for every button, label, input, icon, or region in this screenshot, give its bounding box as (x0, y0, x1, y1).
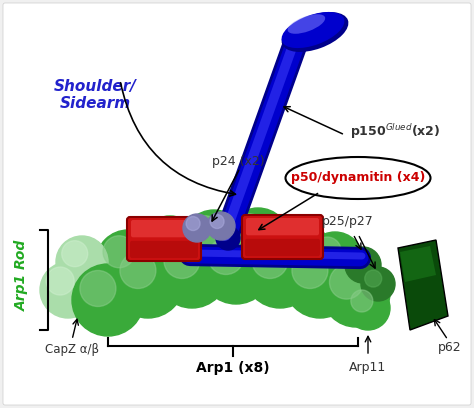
Ellipse shape (282, 12, 345, 48)
Circle shape (365, 270, 382, 287)
FancyBboxPatch shape (130, 241, 198, 258)
Text: p50/dynamitin (x4): p50/dynamitin (x4) (291, 171, 425, 184)
Circle shape (156, 236, 228, 308)
Circle shape (216, 226, 240, 250)
Circle shape (219, 228, 231, 240)
Circle shape (183, 214, 211, 242)
Text: Arp11: Arp11 (349, 361, 387, 375)
Circle shape (313, 237, 341, 265)
Circle shape (207, 212, 235, 240)
Circle shape (189, 216, 221, 248)
Circle shape (182, 210, 246, 274)
Text: p62: p62 (438, 341, 462, 355)
Circle shape (103, 236, 135, 268)
Circle shape (96, 230, 160, 294)
Text: Shoulder/
Sidearm: Shoulder/ Sidearm (54, 79, 137, 111)
Circle shape (138, 216, 202, 280)
Text: p150$^{Glued}$(x2): p150$^{Glued}$(x2) (350, 122, 440, 142)
Circle shape (268, 218, 328, 278)
Circle shape (361, 267, 395, 301)
FancyBboxPatch shape (242, 215, 323, 259)
Circle shape (274, 224, 305, 253)
FancyBboxPatch shape (245, 239, 320, 256)
Circle shape (210, 215, 224, 228)
Circle shape (80, 271, 116, 306)
Circle shape (72, 264, 144, 336)
Polygon shape (400, 246, 436, 282)
Circle shape (186, 217, 200, 231)
Circle shape (322, 259, 390, 327)
Circle shape (346, 286, 390, 330)
Text: Arp1 Rod: Arp1 Rod (15, 239, 29, 310)
Circle shape (56, 236, 108, 288)
Text: Arp1 (x8): Arp1 (x8) (196, 361, 270, 375)
Circle shape (349, 250, 367, 268)
Circle shape (345, 247, 381, 283)
Text: p25/p27: p25/p27 (322, 215, 374, 228)
Circle shape (351, 290, 373, 312)
Text: p24 (x2): p24 (x2) (212, 155, 264, 169)
Ellipse shape (288, 14, 325, 34)
Circle shape (307, 232, 363, 288)
Circle shape (292, 253, 328, 288)
Circle shape (40, 262, 96, 318)
Circle shape (120, 253, 156, 288)
Circle shape (164, 242, 200, 279)
Circle shape (252, 242, 288, 279)
FancyBboxPatch shape (127, 217, 201, 261)
Circle shape (284, 246, 356, 318)
Ellipse shape (285, 157, 430, 199)
Ellipse shape (282, 12, 348, 52)
Circle shape (233, 214, 265, 246)
Ellipse shape (288, 14, 328, 36)
Circle shape (208, 239, 244, 275)
FancyBboxPatch shape (131, 220, 197, 237)
Polygon shape (398, 240, 448, 330)
Circle shape (62, 241, 88, 267)
FancyBboxPatch shape (246, 218, 319, 235)
Circle shape (145, 222, 177, 254)
Circle shape (200, 232, 272, 304)
Circle shape (46, 267, 74, 295)
Circle shape (226, 208, 290, 272)
Text: CapZ α/β: CapZ α/β (45, 344, 99, 357)
Circle shape (329, 265, 364, 299)
FancyBboxPatch shape (3, 3, 471, 405)
Circle shape (112, 246, 184, 318)
Circle shape (244, 236, 316, 308)
